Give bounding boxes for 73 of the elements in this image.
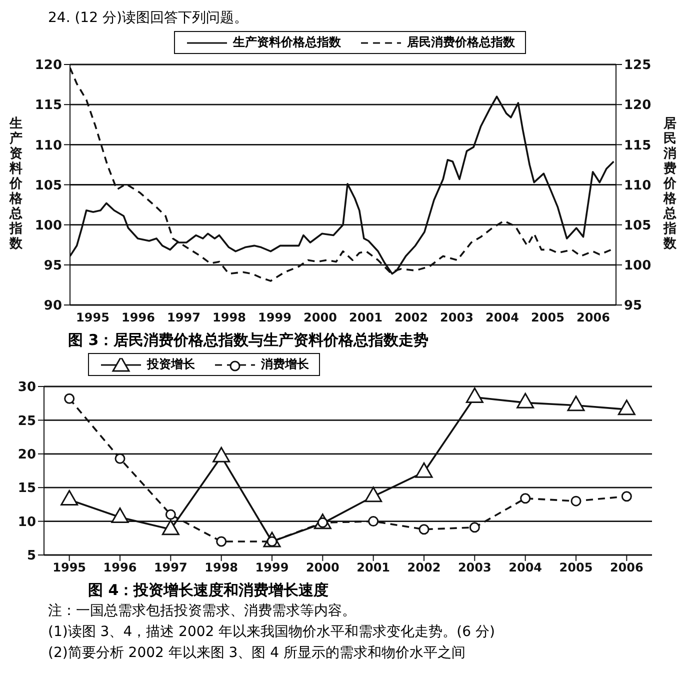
- point: [570, 496, 582, 506]
- y-tick-label: 30: [18, 380, 36, 396]
- point: [114, 453, 126, 464]
- point: [364, 486, 382, 502]
- y-tick-label: 20: [18, 448, 36, 463]
- x-tick-label: 2004: [508, 560, 542, 575]
- x-tick-label: 1998: [212, 310, 246, 325]
- text: (2)简要分析 2002 年以来图 3、图 4 所显示的需求和物价水平之间: [47, 644, 467, 663]
- text: 24. (12 分)读图回答下列问题。: [47, 9, 249, 28]
- point: [415, 462, 433, 478]
- point: [466, 388, 484, 404]
- y2-tick-label: 100: [624, 258, 652, 274]
- y-tick-label: 110: [34, 138, 62, 154]
- x-tick-label: 1995: [76, 310, 110, 325]
- point: [165, 509, 176, 520]
- x-tick-label: 1996: [103, 560, 137, 575]
- text: 图 4：投资增长速度和消费增长速度: [87, 580, 330, 601]
- x-tick-label: 2006: [610, 560, 644, 575]
- x-tick-label: 2004: [486, 310, 519, 325]
- point: [111, 508, 129, 524]
- text: 注：一国总需求包括投资需求、消费需求等内容。: [47, 602, 357, 621]
- point: [520, 493, 531, 504]
- x-tick-label: 2000: [304, 310, 337, 325]
- x-tick-label: 2005: [531, 310, 564, 325]
- x-tick-label: 1995: [52, 560, 86, 575]
- x-tick-label: 2000: [306, 560, 340, 575]
- x-tick-label: 1999: [258, 310, 292, 325]
- legend-label: 居民消费价格总指数: [407, 34, 515, 51]
- x-tick-label: 2002: [394, 310, 428, 325]
- point: [216, 536, 227, 547]
- y2-tick-label: 125: [624, 58, 652, 74]
- x-tick-label: 2002: [407, 560, 441, 575]
- x-tick-label: 1999: [255, 560, 289, 575]
- point: [418, 524, 430, 535]
- x-tick-label: 1998: [204, 560, 238, 575]
- y-tick-label: 5: [26, 548, 36, 564]
- point: [516, 392, 534, 408]
- text: 图 3：居民消费价格总指数与生产资料价格总指数走势: [67, 330, 430, 351]
- x-tick-label: 1997: [167, 310, 200, 325]
- legend-label: 生产资料价格总指数: [233, 34, 341, 51]
- y-tick-label: 115: [34, 98, 62, 114]
- point: [212, 446, 230, 462]
- point: [567, 396, 585, 412]
- y2-tick-label: 95: [624, 298, 642, 314]
- x-tick-label: 2001: [356, 560, 390, 575]
- text: (1)读图 3、4，描述 2002 年以来我国物价水平和需求变化走势。(6 分): [47, 623, 496, 642]
- x-tick-label: 1997: [154, 560, 188, 575]
- y-tick-label: 15: [18, 481, 36, 496]
- legend-label: 消费增长: [261, 356, 309, 373]
- point: [368, 516, 379, 527]
- text: 居民消费价格总指数: [664, 116, 676, 252]
- x-tick-label: 1996: [122, 310, 155, 325]
- point: [618, 400, 636, 416]
- point: [469, 522, 480, 533]
- x-tick-label: 2003: [458, 560, 492, 575]
- point: [621, 491, 632, 502]
- x-tick-label: 2003: [440, 310, 474, 325]
- y2-tick-label: 115: [624, 138, 652, 154]
- x-tick-label: 2001: [349, 310, 382, 325]
- text: 生产资料价格总指数: [10, 116, 22, 252]
- y-tick-label: 90: [44, 298, 62, 314]
- y-tick-label: 10: [18, 514, 36, 530]
- y-tick-label: 100: [34, 218, 62, 234]
- y2-tick-label: 105: [624, 218, 652, 234]
- y-tick-label: 25: [18, 414, 36, 429]
- y-tick-label: 105: [34, 178, 62, 194]
- y-tick-label: 120: [34, 58, 62, 74]
- y2-tick-label: 120: [624, 98, 652, 114]
- y2-tick-label: 110: [624, 178, 652, 194]
- y-tick-label: 95: [44, 258, 62, 274]
- x-tick-label: 2005: [559, 560, 593, 575]
- x-tick-label: 2006: [576, 310, 610, 325]
- legend-label: 投资增长: [147, 356, 195, 373]
